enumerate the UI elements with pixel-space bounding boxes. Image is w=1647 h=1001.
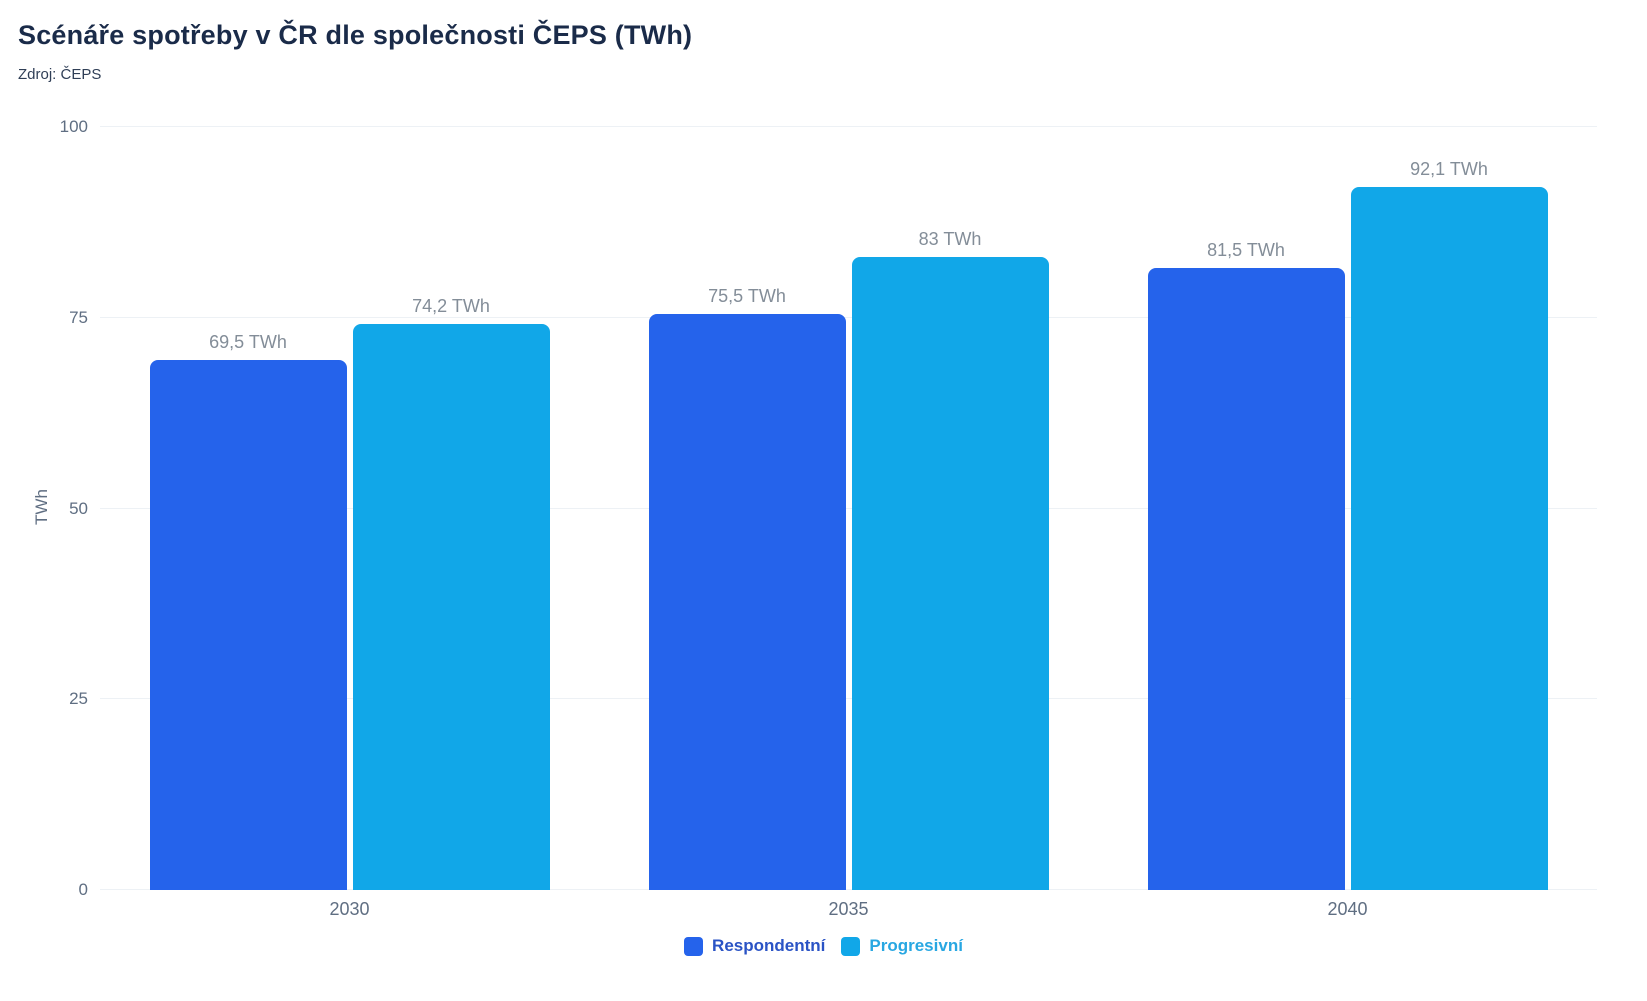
bar-value-label-2035-progresivní: 83 TWh (918, 228, 982, 249)
legend: Respondentní Progresivní (0, 936, 1647, 956)
bar-2040-respondentní (1147, 268, 1345, 890)
bar-value-label-2030-respondentní: 69,5 TWh (209, 331, 287, 352)
bar-value-label-2035-respondentní: 75,5 TWh (708, 285, 786, 306)
legend-swatch-progresivni (841, 936, 861, 956)
gridline-75 (100, 316, 1597, 318)
gridline-25 (100, 698, 1597, 700)
legend-label-progresivni: Progresivní (869, 936, 963, 955)
bar-value-label-2040-respondentní: 81,5 TWh (1207, 240, 1285, 261)
bar-group-2035: 2035 75,5 TWh 83 TWh (599, 127, 1098, 919)
legend-item-respondentni: Respondentní (684, 936, 825, 956)
bar-value-label-2030-progresivní: 74,2 TWh (412, 295, 490, 316)
chart-title: Scénáře spotřeby v ČR dle společnosti ČE… (18, 20, 693, 50)
bar-2040-progresivní (1350, 187, 1548, 890)
y-tick-label-75: 75 (69, 307, 88, 327)
legend-label-respondentni: Respondentní (712, 936, 826, 955)
y-tick-label-25: 25 (69, 689, 88, 709)
plot-area: TWh 0 25 50 75 100 2030 69,5 TWh 74,2 TWh 2035 75… (32, 117, 1597, 919)
bar-group-2030: 2030 69,5 TWh 74,2 TWh (100, 127, 599, 919)
gridline-50 (100, 507, 1597, 509)
y-axis-title: TWh (32, 488, 51, 525)
legend-item-progresivni: Progresivní (841, 936, 963, 956)
x-tick-label-2040: 2040 (1327, 899, 1368, 919)
x-tick-label-2030: 2030 (329, 899, 370, 919)
y-tick-label-100: 100 (59, 117, 88, 136)
legend-swatch-respondentni (684, 936, 704, 956)
bar-2030-progresivní (352, 323, 550, 890)
bar-2035-respondentní (648, 313, 846, 890)
y-tick-label-0: 0 (78, 880, 88, 899)
chart-source: Zdroj: ČEPS (18, 66, 102, 83)
bar-group-2040: 2040 81,5 TWh 92,1 TWh (1098, 127, 1597, 919)
x-tick-label-2035: 2035 (828, 899, 869, 919)
gridline-0 (100, 889, 1597, 890)
gridline-100 (100, 126, 1597, 127)
bar-value-label-2040-progresivní: 92,1 TWh (1410, 159, 1488, 180)
y-tick-label-50: 50 (69, 498, 88, 518)
bar-2030-respondentní (149, 359, 347, 890)
bar-2035-progresivní (851, 256, 1049, 890)
